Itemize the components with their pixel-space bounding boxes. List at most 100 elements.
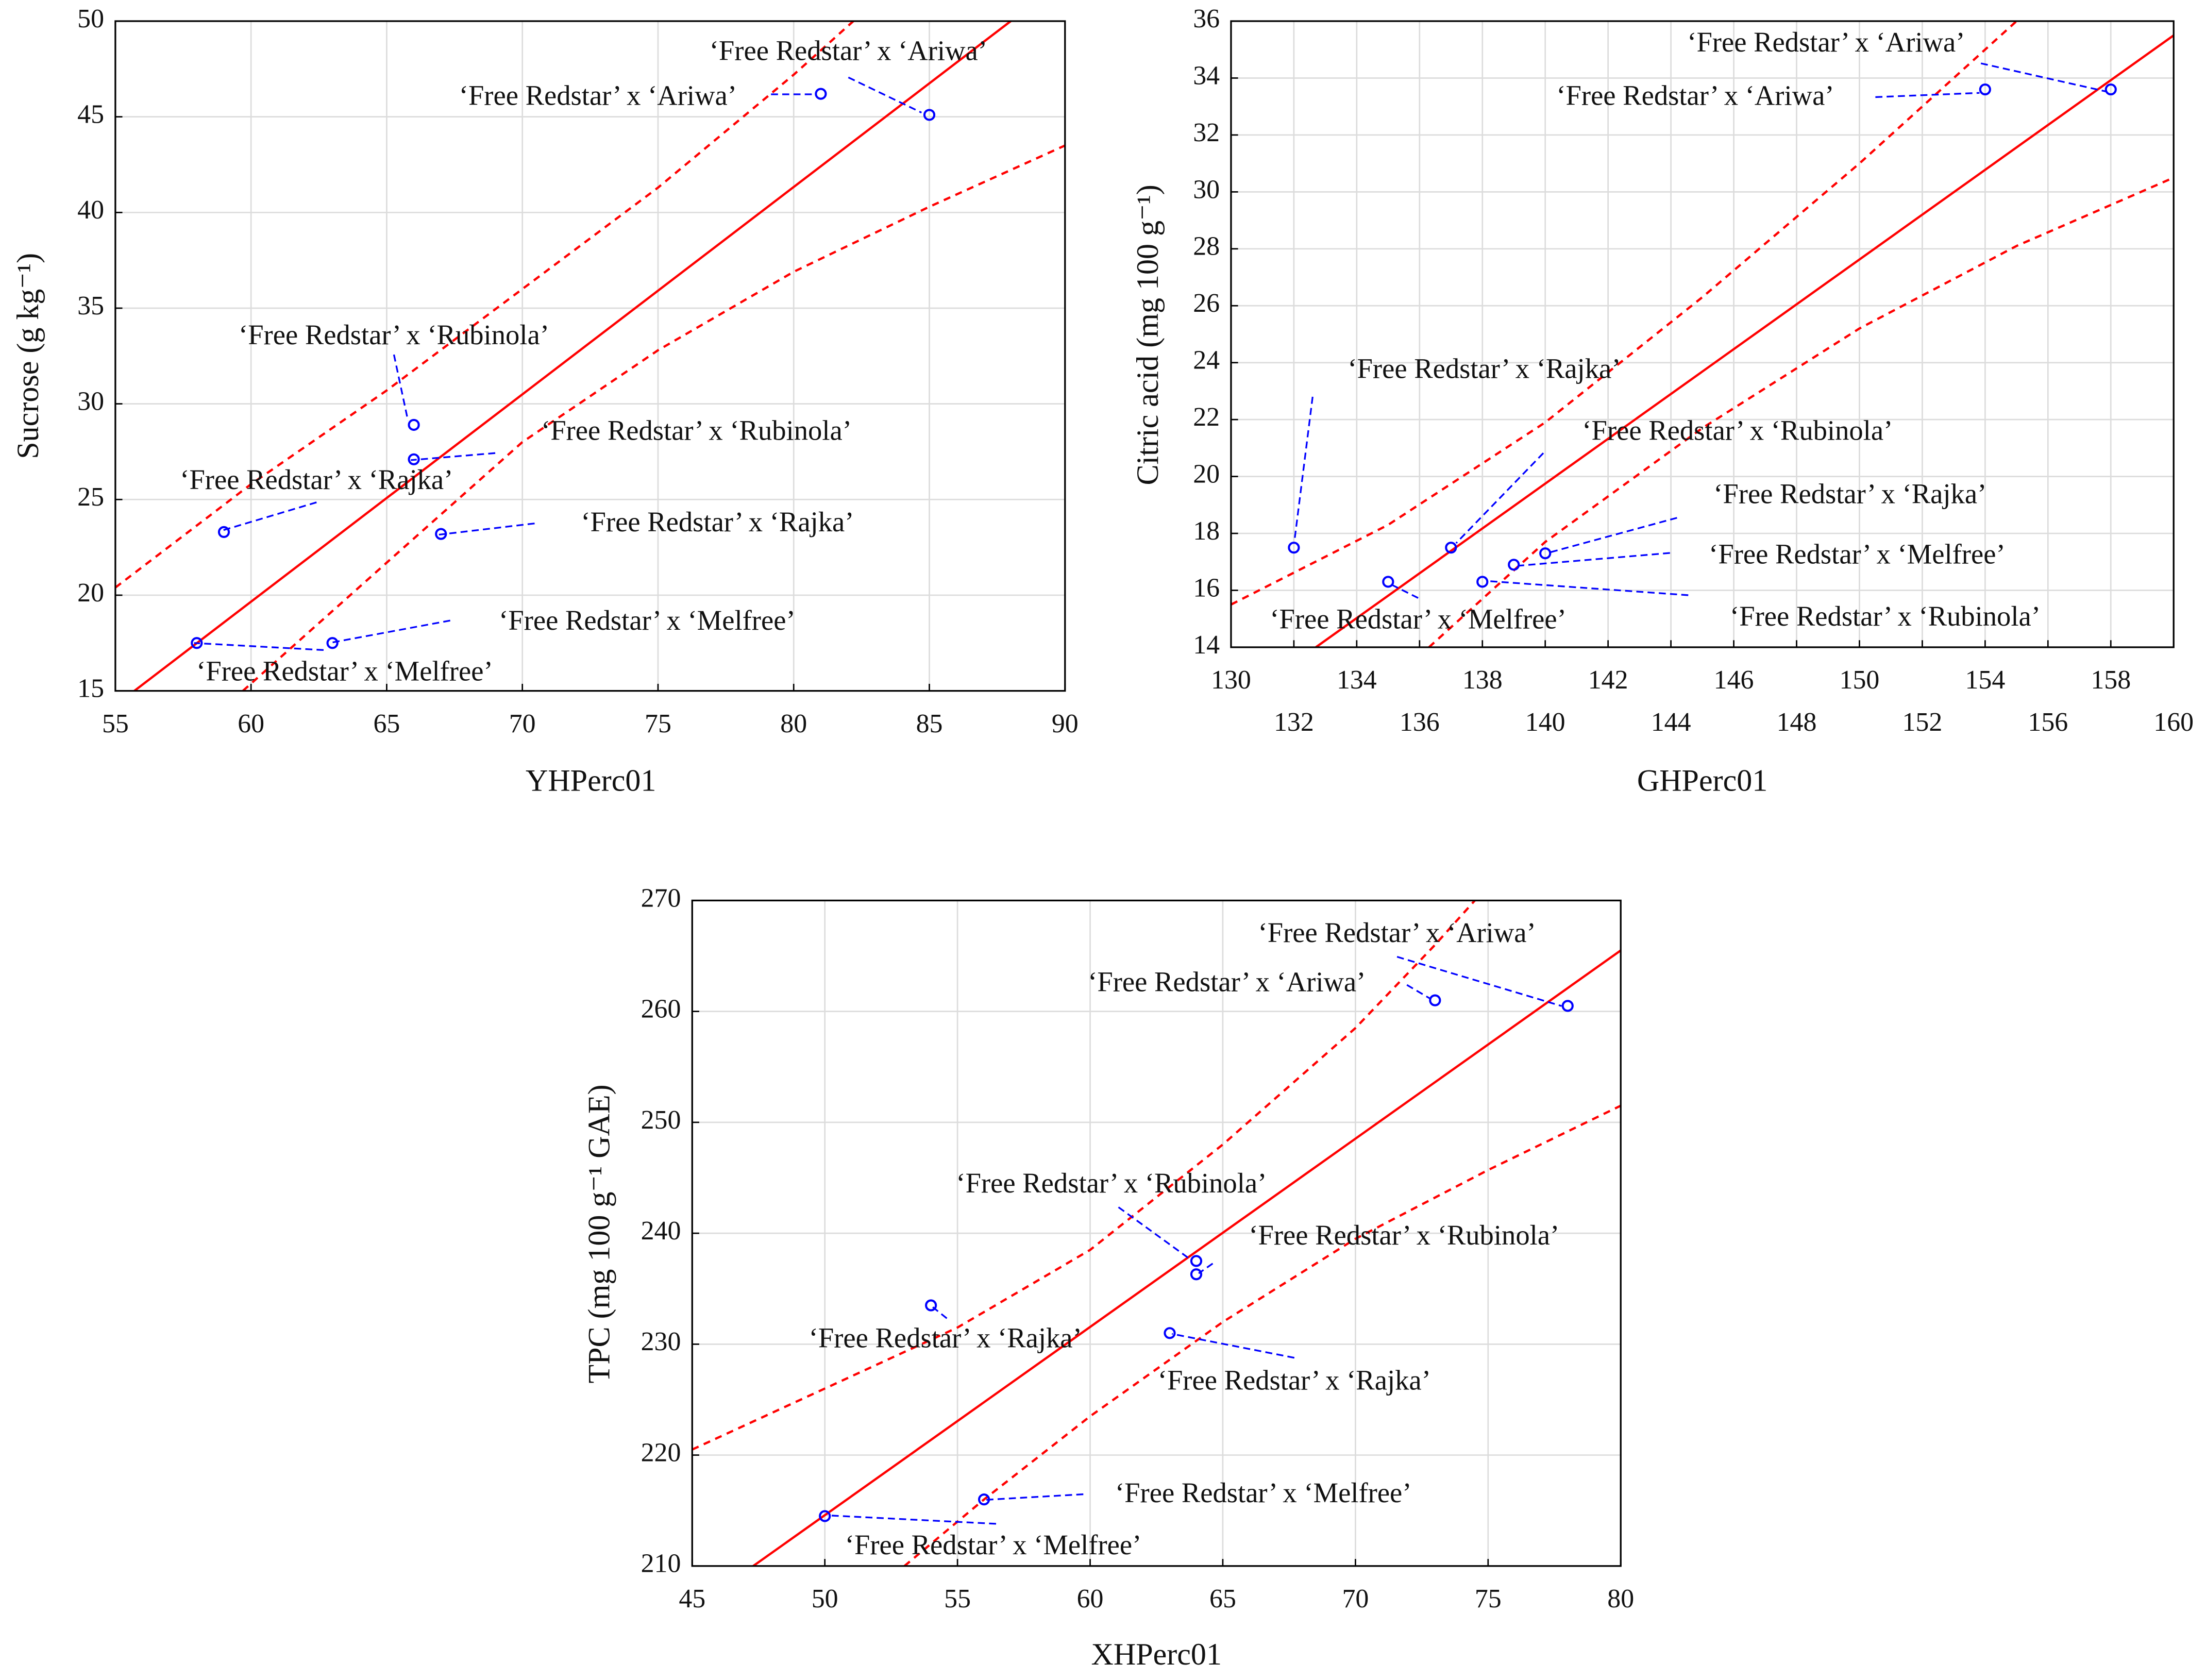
point bbox=[326, 637, 339, 649]
point-label: ‘Free Redstar’ x ‘Melfree’ bbox=[1270, 603, 1566, 634]
x-axis-label: XHPerc01 bbox=[1091, 1637, 1222, 1671]
point bbox=[1190, 1268, 1203, 1281]
point bbox=[923, 109, 936, 121]
point bbox=[1288, 542, 1300, 554]
leader-line bbox=[827, 1514, 997, 1525]
point-label: ‘Free Redstar’ x ‘Rajka’ bbox=[1713, 478, 1986, 509]
leader-line bbox=[1171, 1333, 1295, 1359]
y-tick-label: 28 bbox=[1193, 232, 1220, 261]
x-tick-label: 152 bbox=[1902, 708, 1943, 737]
point bbox=[2104, 83, 2117, 96]
x-tick-label: 132 bbox=[1274, 708, 1314, 737]
point-label: ‘Free Redstar’ x ‘Ariwa’ bbox=[1258, 917, 1536, 948]
point-label: ‘Free Redstar’ x ‘Ariwa’ bbox=[459, 80, 737, 111]
y-axis-label: Sucrose (g kg⁻¹) bbox=[10, 253, 45, 459]
leader-line bbox=[1392, 584, 1419, 599]
x-tick-label: 130 bbox=[1211, 665, 1251, 695]
point-label: ‘Free Redstar’ x ‘Melfree’ bbox=[499, 604, 795, 636]
x-tick-label: 75 bbox=[645, 709, 671, 738]
point bbox=[1382, 576, 1394, 588]
x-tick-label: 70 bbox=[509, 709, 536, 738]
y-tick-label: 14 bbox=[1193, 630, 1220, 660]
x-tick-label: 156 bbox=[2028, 708, 2068, 737]
y-tick-label: 15 bbox=[77, 674, 104, 703]
leader-line bbox=[1980, 62, 2107, 93]
point bbox=[408, 418, 420, 431]
y-axis-label: TPC (mg 100 g⁻¹ GAE) bbox=[581, 1084, 616, 1383]
point bbox=[217, 526, 230, 539]
point-label: ‘Free Redstar’ x ‘Rubinola’ bbox=[1249, 1219, 1559, 1251]
point-label: ‘Free Redstar’ x ‘Rubinola’ bbox=[1582, 414, 1893, 446]
y-axis-label: Citric acid (mg 100 g⁻¹) bbox=[1130, 184, 1165, 485]
lines bbox=[115, 21, 1065, 691]
point-label: ‘Free Redstar’ x ‘Melfree’ bbox=[1709, 539, 2005, 570]
x-tick-label: 160 bbox=[2153, 708, 2194, 737]
leader-line bbox=[1488, 580, 1689, 596]
x-tick-label: 50 bbox=[812, 1584, 838, 1614]
y-tick-label: 50 bbox=[77, 4, 104, 33]
leader-line bbox=[439, 523, 535, 536]
y-tick-label: 45 bbox=[77, 100, 104, 129]
point bbox=[1429, 994, 1441, 1006]
point bbox=[815, 88, 827, 100]
point-label: ‘Free Redstar’ x ‘Rubinola’ bbox=[1730, 600, 2041, 632]
point-label: ‘Free Redstar’ x ‘Rajka’ bbox=[1348, 352, 1621, 384]
x-tick-label: 150 bbox=[1840, 665, 1880, 695]
confidence-band bbox=[903, 1104, 1621, 1566]
point bbox=[191, 637, 203, 649]
fit-line bbox=[133, 21, 1012, 691]
x-tick-label: 90 bbox=[1052, 709, 1079, 738]
point bbox=[1539, 547, 1552, 560]
point bbox=[819, 1510, 831, 1522]
x-tick-label: 70 bbox=[1342, 1584, 1369, 1614]
leader-line bbox=[1396, 956, 1562, 1007]
point bbox=[1476, 576, 1489, 588]
point-label: ‘Free Redstar’ x ‘Rubinola’ bbox=[956, 1167, 1267, 1199]
confidence-band bbox=[242, 144, 1065, 691]
leader-line bbox=[194, 642, 324, 651]
y-tick-label: 32 bbox=[1193, 118, 1220, 147]
x-axis-label: YHPerc01 bbox=[526, 763, 656, 798]
x-tick-label: 60 bbox=[238, 709, 264, 738]
point-label: ‘Free Redstar’ x ‘Ariwa’ bbox=[710, 35, 987, 66]
y-tick-label: 230 bbox=[641, 1327, 681, 1356]
x-tick-label: 45 bbox=[679, 1584, 705, 1614]
y-tick-label: 210 bbox=[641, 1549, 681, 1578]
x-tick-label: 158 bbox=[2091, 665, 2131, 695]
y-tick-label: 30 bbox=[77, 387, 104, 416]
confidence-band bbox=[692, 900, 1476, 1451]
fit-line bbox=[752, 949, 1621, 1566]
leader-line bbox=[985, 1493, 1084, 1501]
y-tick-label: 220 bbox=[641, 1438, 681, 1467]
y-tick-label: 18 bbox=[1193, 516, 1220, 546]
x-tick-label: 80 bbox=[780, 709, 807, 738]
point bbox=[408, 453, 420, 465]
y-tick-label: 270 bbox=[641, 883, 681, 913]
point bbox=[1979, 83, 1991, 96]
point-label: ‘Free Redstar’ x ‘Rajka’ bbox=[1158, 1364, 1431, 1396]
x-tick-label: 142 bbox=[1588, 665, 1628, 695]
y-tick-label: 35 bbox=[77, 291, 104, 321]
point-label: ‘Free Redstar’ x ‘Ariwa’ bbox=[1088, 966, 1366, 998]
leader-line bbox=[393, 354, 409, 421]
y-tick-label: 20 bbox=[1193, 460, 1220, 489]
point-label: ‘Free Redstar’ x ‘Melfree’ bbox=[196, 655, 493, 686]
y-tick-label: 25 bbox=[77, 482, 104, 512]
y-tick-label: 40 bbox=[77, 195, 104, 225]
x-tick-label: 136 bbox=[1400, 708, 1440, 737]
point-label: ‘Free Redstar’ x ‘Melfree’ bbox=[1115, 1477, 1411, 1508]
point bbox=[1508, 559, 1520, 571]
plot-frame bbox=[691, 899, 1622, 1567]
x-tick-label: 138 bbox=[1462, 665, 1503, 695]
lines bbox=[1231, 21, 2174, 647]
point-label: ‘Free Redstar’ x ‘Rubinola’ bbox=[541, 414, 852, 446]
leader-line bbox=[1519, 552, 1670, 567]
y-tick-label: 34 bbox=[1193, 61, 1220, 90]
x-tick-label: 65 bbox=[1209, 1584, 1236, 1614]
point-label: ‘Free Redstar’ x ‘Rajka’ bbox=[809, 1322, 1082, 1353]
x-tick-label: 55 bbox=[944, 1584, 971, 1614]
plot-frame bbox=[114, 20, 1066, 692]
x-tick-label: 134 bbox=[1337, 665, 1377, 695]
